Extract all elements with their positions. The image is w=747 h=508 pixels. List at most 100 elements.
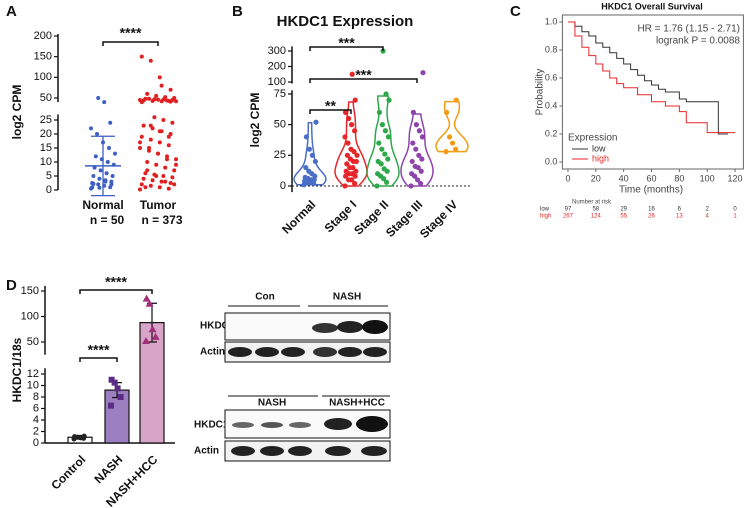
point xyxy=(447,134,453,140)
point xyxy=(113,151,117,156)
x-axis-label: Time (months) xyxy=(619,185,683,196)
point xyxy=(174,99,178,104)
point xyxy=(138,187,142,192)
point xyxy=(72,434,78,440)
point xyxy=(147,146,151,150)
y-tick-label: 0.0 xyxy=(545,156,558,166)
point xyxy=(376,109,382,115)
x-tick-label: 60 xyxy=(646,173,656,183)
point xyxy=(139,134,144,139)
point xyxy=(306,146,312,152)
point xyxy=(418,168,424,174)
point xyxy=(419,134,425,140)
legend-label: high xyxy=(592,153,609,163)
blot-bottom: NASH NASH+HCC HKDC1 Actin xyxy=(194,395,391,462)
point xyxy=(154,93,159,98)
point xyxy=(98,168,103,173)
point xyxy=(412,163,418,169)
risk-value: 6 xyxy=(678,207,682,213)
risk-value: 1 xyxy=(733,214,737,220)
point xyxy=(312,158,318,165)
point xyxy=(143,96,148,101)
band xyxy=(338,347,362,357)
risk-table-title: Number at risk xyxy=(572,200,612,206)
point xyxy=(342,134,348,140)
point xyxy=(138,98,142,103)
point xyxy=(141,176,146,181)
point xyxy=(354,152,360,158)
x-tick-note: n = 50 xyxy=(90,213,125,227)
point xyxy=(344,161,350,167)
point xyxy=(93,154,98,159)
band xyxy=(356,416,388,432)
point xyxy=(163,165,168,170)
point xyxy=(108,120,113,125)
y-tick-label: 4 xyxy=(33,414,39,426)
point xyxy=(420,70,426,76)
blot-row-label: HKDC1 xyxy=(200,321,235,332)
x-tick-label: 120 xyxy=(728,173,743,183)
y-tick-label: 20 xyxy=(40,128,52,140)
point xyxy=(148,183,153,188)
point xyxy=(444,109,450,115)
point xyxy=(303,164,309,171)
point xyxy=(374,183,380,189)
point xyxy=(145,160,150,164)
point xyxy=(163,95,168,100)
point xyxy=(382,128,388,134)
point xyxy=(416,152,422,158)
point xyxy=(103,179,108,184)
point xyxy=(352,97,358,103)
band xyxy=(261,422,283,428)
point xyxy=(154,162,159,167)
point xyxy=(349,71,355,77)
point xyxy=(96,182,101,187)
x-tick-note: n = 373 xyxy=(141,213,182,227)
bar xyxy=(104,389,130,444)
violin xyxy=(435,100,469,153)
x-tick-label: 0 xyxy=(565,173,570,183)
point xyxy=(159,83,164,88)
y-tick-label: 25 xyxy=(274,149,286,161)
risk-value: 58 xyxy=(592,207,599,213)
point xyxy=(347,164,353,171)
violin xyxy=(334,101,368,187)
point xyxy=(142,336,150,344)
point xyxy=(172,168,177,173)
point xyxy=(95,132,99,136)
y-tick-label: 0.6 xyxy=(545,72,558,82)
point xyxy=(347,156,353,162)
point xyxy=(306,168,312,174)
risk-row-name: low xyxy=(540,207,550,213)
y-tick-label: 50 xyxy=(27,336,39,348)
x-tick-label: 40 xyxy=(619,173,629,183)
point xyxy=(410,109,416,115)
y-tick-label: 150 xyxy=(21,285,39,297)
point xyxy=(165,154,169,159)
band xyxy=(337,321,363,333)
point xyxy=(91,181,96,186)
y-tick-label: 6 xyxy=(33,402,39,414)
y-tick-label: 0 xyxy=(33,437,39,449)
survival-curve xyxy=(567,21,736,134)
panel-label: B xyxy=(232,3,243,20)
point xyxy=(157,140,162,145)
point xyxy=(141,123,146,128)
point xyxy=(156,97,160,102)
point xyxy=(172,95,177,100)
y-axis-label: log2 CPM xyxy=(248,93,262,148)
x-tick-label: Control xyxy=(48,452,88,492)
point xyxy=(415,177,421,183)
point xyxy=(107,146,111,150)
point xyxy=(110,174,115,178)
point xyxy=(352,180,358,187)
band xyxy=(362,320,388,334)
y-tick-label: 12 xyxy=(27,368,39,380)
point xyxy=(138,140,142,145)
risk-value: 2 xyxy=(706,207,710,213)
point xyxy=(157,129,162,134)
error-bar xyxy=(91,135,115,197)
risk-row-name: high xyxy=(540,214,551,220)
band xyxy=(289,422,311,428)
point xyxy=(108,376,115,383)
